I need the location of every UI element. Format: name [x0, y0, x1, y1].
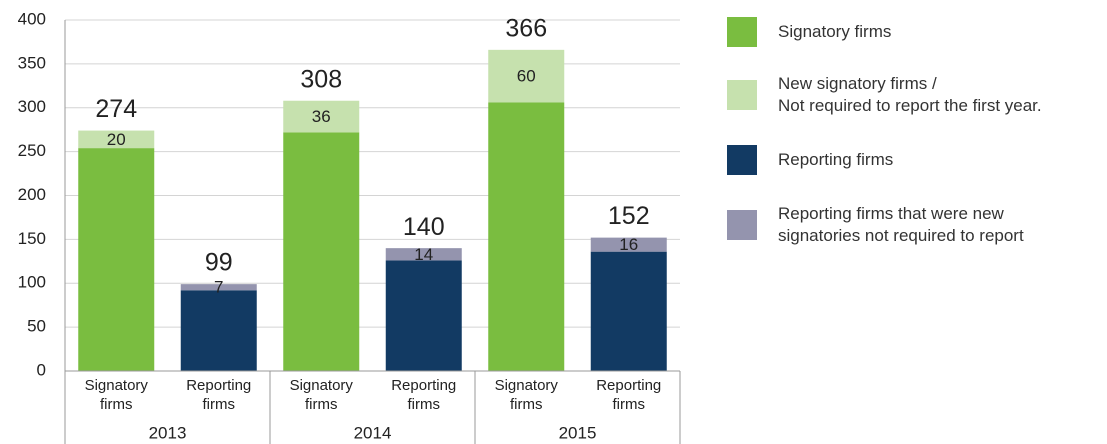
- bar-segment: [78, 148, 155, 371]
- legend-swatch: [727, 17, 757, 47]
- bar-segment: [590, 237, 667, 252]
- group-label: 2013: [149, 423, 187, 442]
- segment-label: 7: [214, 278, 223, 297]
- legend-label: Signatory firms: [778, 22, 892, 41]
- y-tick-label: 250: [18, 141, 46, 160]
- legend-label: Reporting firms that were new signatorie…: [778, 204, 1024, 245]
- segment-label: 16: [619, 235, 638, 254]
- segment-label: 60: [517, 67, 536, 86]
- bar-segment: [488, 49, 565, 103]
- y-tick-label: 100: [18, 273, 46, 292]
- legend-swatch: [727, 145, 757, 175]
- group-label: 2015: [559, 423, 597, 442]
- y-tick-label: 0: [37, 360, 46, 379]
- total-label: 308: [300, 65, 342, 93]
- bar-segment: [283, 100, 360, 133]
- y-tick-label: 350: [18, 53, 46, 72]
- y-tick-label: 200: [18, 185, 46, 204]
- segment-label: 36: [312, 107, 331, 126]
- y-tick-label: 400: [18, 9, 46, 28]
- bar-segment: [590, 251, 667, 371]
- segment-label: 14: [414, 245, 433, 264]
- x-tick-label: Signatory firms: [494, 377, 558, 413]
- legend-swatch: [727, 210, 757, 240]
- total-label: 152: [608, 202, 650, 230]
- total-label: 140: [403, 213, 445, 241]
- bar-segment: [385, 260, 462, 371]
- total-label: 274: [95, 95, 137, 123]
- bar-segment: [283, 132, 360, 371]
- y-tick-label: 150: [18, 229, 46, 248]
- segment-label: 20: [107, 130, 126, 149]
- total-label: 366: [505, 14, 547, 42]
- y-tick-label: 50: [27, 317, 46, 336]
- y-tick-label: 300: [18, 97, 46, 116]
- legend-swatch: [727, 80, 757, 110]
- bar-segment: [488, 102, 565, 372]
- x-tick-label: Signatory firms: [289, 377, 353, 413]
- x-tick-label: Reporting firms: [391, 377, 457, 413]
- bar-segment: [385, 248, 462, 261]
- bar-segment: [78, 130, 155, 149]
- x-tick-label: Reporting firms: [596, 377, 662, 413]
- group-label: 2014: [354, 423, 392, 442]
- legend-label: New signatory firms / Not required to re…: [778, 74, 1042, 115]
- bar-segment: [180, 284, 257, 291]
- total-label: 99: [205, 249, 233, 277]
- x-tick-label: Reporting firms: [186, 377, 252, 413]
- bar-segment: [180, 290, 257, 371]
- x-tick-label: Signatory firms: [84, 377, 148, 413]
- legend-label: Reporting firms: [778, 150, 894, 169]
